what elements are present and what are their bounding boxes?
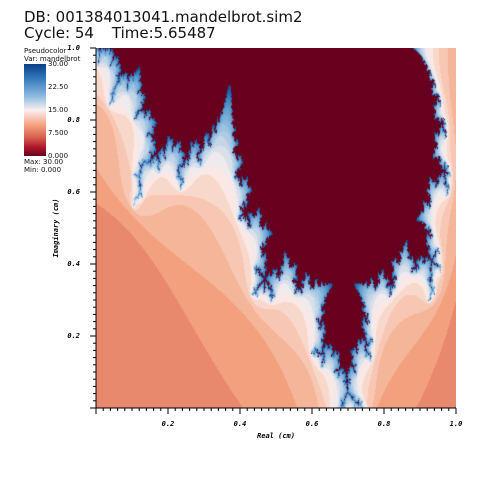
heatmap-region: [96, 48, 456, 408]
database-label: DB: 001384013041.mandelbrot.sim2: [24, 8, 303, 26]
y-axis-title: Imaginary (cm): [52, 198, 60, 257]
y-tick-label: 0.6: [67, 188, 80, 196]
x-axis-title: Real (cm): [257, 432, 295, 440]
y-tick-label: 0.2: [67, 332, 80, 340]
y-tick-label: 0.4: [67, 260, 80, 268]
legend-variable: Var: mandelbrot: [24, 55, 81, 63]
x-tick-label: 1.0: [450, 420, 463, 428]
time-label: Time:5.65487: [111, 24, 216, 42]
y-tick-label: 0.8: [67, 116, 80, 124]
x-tick-label: 0.6: [306, 420, 319, 428]
legend-gradient: [24, 64, 46, 156]
cycle-label: Cycle: 54: [24, 24, 94, 42]
legend-tick: 22.50: [48, 83, 69, 91]
x-tick-label: 0.4: [234, 420, 247, 428]
y-tick-label: 1.0: [67, 44, 80, 52]
legend-tick: 15.00: [48, 106, 69, 114]
x-tick-label: 0.2: [162, 420, 175, 428]
legend-tick: 30.00: [48, 60, 69, 68]
legend-min: Min: 0.000: [24, 166, 62, 174]
x-tick-label: 0.8: [378, 420, 391, 428]
legend-plot-type: Pseudocolor: [24, 47, 67, 55]
legend-tick: 0.000: [48, 152, 69, 160]
legend-ticks: 30.00 22.50 15.00 7.500 0.000: [48, 60, 88, 160]
legend-max: Max: 30.00: [24, 158, 64, 166]
color-legend: Pseudocolor Var: mandelbrot 30.00 22.50 …: [24, 47, 80, 174]
axes: 0.2 0.4 0.6 0.8 1.0 0.2 0.4 0.6 0.8 1.0 Real (cm) I…: [52, 44, 462, 440]
legend-colorbar: 30.00 22.50 15.00 7.500 0.000: [24, 60, 68, 160]
plot-header: DB: 001384013041.mandelbrot.sim2 Cycle: …: [24, 9, 303, 41]
heatmap-image: [96, 48, 456, 408]
legend-tick: 7.500: [48, 129, 69, 137]
